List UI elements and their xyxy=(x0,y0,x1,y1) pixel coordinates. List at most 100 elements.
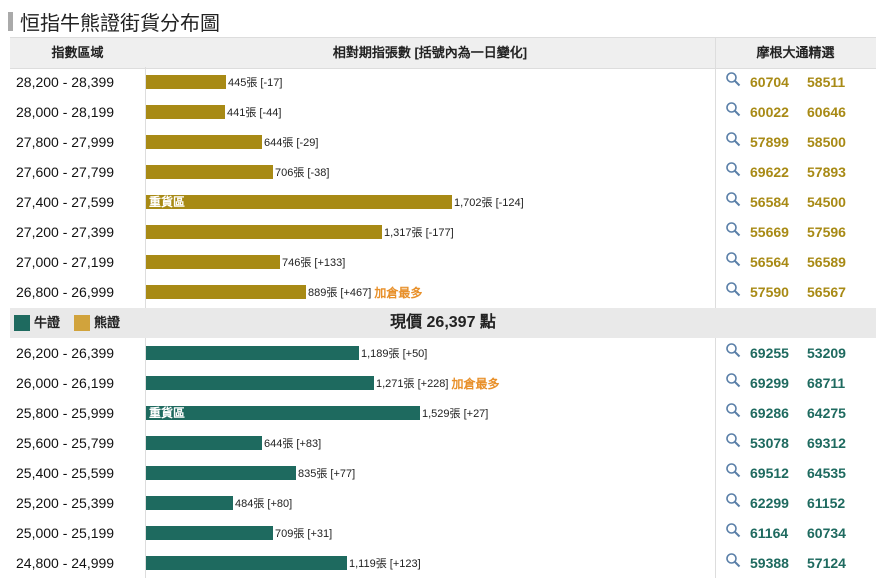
quantity-label: 1,189張 [+50] xyxy=(361,348,428,360)
range-label: 26,200 - 26,399 xyxy=(16,345,115,361)
warrant-code-link[interactable]: 61152 xyxy=(807,495,846,511)
bar-group: 1,189張 [+50] xyxy=(146,346,427,360)
range-label: 26,000 - 26,199 xyxy=(16,375,115,391)
search-icon[interactable] xyxy=(725,161,741,177)
range-label: 25,000 - 25,199 xyxy=(16,525,115,541)
search-icon[interactable] xyxy=(725,251,741,267)
warrant-code-link[interactable]: 69312 xyxy=(807,435,846,451)
bear_rows-quantity-bar xyxy=(146,165,273,179)
warrant-code-link[interactable]: 59388 xyxy=(750,555,789,571)
warrant-code-link[interactable]: 69286 xyxy=(750,405,789,421)
range-label: 25,600 - 25,799 xyxy=(16,435,115,451)
search-icon[interactable] xyxy=(725,492,741,508)
quantity-label: 1,317張 [-177] xyxy=(384,227,454,239)
range-label: 28,000 - 28,199 xyxy=(16,104,115,120)
warrant-code-link[interactable]: 54500 xyxy=(807,194,846,210)
search-icon[interactable] xyxy=(725,552,741,568)
warrant-code-link[interactable]: 60022 xyxy=(750,104,789,120)
title-accent-bar xyxy=(8,11,13,31)
bull_rows-row: 25,200 - 25,399 484張 [+80] 62299 61152 xyxy=(10,488,876,518)
title-text: 恒指牛熊證街貨分布圖 xyxy=(20,12,220,35)
warrant-code-link[interactable]: 56584 xyxy=(750,194,789,210)
quantity-label: 889張 [+467] xyxy=(308,287,372,299)
search-icon[interactable] xyxy=(725,71,741,87)
warrant-code-link[interactable]: 57590 xyxy=(750,284,789,300)
bear_rows-row: 26,800 - 26,999 889張 [+467] 加倉最多 57590 56567 xyxy=(10,277,876,307)
search-icon[interactable] xyxy=(725,372,741,388)
search-icon[interactable] xyxy=(725,462,741,478)
quantity-label: 706張 [-38] xyxy=(275,167,330,179)
header-picks: 摩根大通精選 xyxy=(756,45,835,60)
page-title: 恒指牛熊證街貨分布圖 xyxy=(8,7,220,35)
warrant-code-link[interactable]: 62299 xyxy=(750,495,789,511)
bear_rows-quantity-bar xyxy=(146,135,262,149)
heavy-zone-label: 重貨區 xyxy=(149,406,186,420)
warrant-code-link[interactable]: 64535 xyxy=(807,465,846,481)
bar-group: 1,271張 [+228] 加倉最多 xyxy=(146,376,500,391)
bar-group: 重貨區 1,702張 [-124] xyxy=(146,195,524,209)
bar-group: 709張 [+31] xyxy=(146,526,332,540)
warrant-code-link[interactable]: 69299 xyxy=(750,375,789,391)
warrant-code-link[interactable]: 57596 xyxy=(807,224,846,240)
warrant-code-link[interactable]: 55669 xyxy=(750,224,789,240)
bull_rows-quantity-bar: 重貨區 xyxy=(146,406,420,420)
bear_rows-row: 27,600 - 27,799 706張 [-38] 69622 57893 xyxy=(10,157,876,187)
bear-swatch xyxy=(74,315,90,331)
range-label: 27,800 - 27,999 xyxy=(16,134,115,150)
bar-group: 706張 [-38] xyxy=(146,165,329,179)
bear_rows-quantity-bar xyxy=(146,225,382,239)
warrant-code-link[interactable]: 61164 xyxy=(750,525,789,541)
current-price: 現價 26,397 點 xyxy=(390,314,496,331)
search-icon[interactable] xyxy=(725,101,741,117)
bull_rows-quantity-bar xyxy=(146,556,347,570)
bull_rows-row: 25,800 - 25,999 重貨區 1,529張 [+27] 69286 64275 xyxy=(10,398,876,428)
search-icon[interactable] xyxy=(725,191,741,207)
warrant-code-link[interactable]: 68711 xyxy=(807,375,846,391)
warrant-code-link[interactable]: 56564 xyxy=(750,254,789,270)
warrant-code-link[interactable]: 58511 xyxy=(807,74,846,90)
warrant-code-link[interactable]: 69512 xyxy=(750,465,789,481)
warrant-code-link[interactable]: 69255 xyxy=(750,345,789,361)
range-label: 26,800 - 26,999 xyxy=(16,284,115,300)
warrant-code-link[interactable]: 57899 xyxy=(750,134,789,150)
warrant-code-link[interactable]: 57893 xyxy=(807,164,846,180)
bear_rows-row: 27,800 - 27,999 644張 [-29] 57899 58500 xyxy=(10,127,876,157)
warrant-code-link[interactable]: 53078 xyxy=(750,435,789,451)
quantity-label: 1,271張 [+228] xyxy=(376,378,449,390)
most-added-label: 加倉最多 xyxy=(374,285,423,300)
search-icon[interactable] xyxy=(725,281,741,297)
quantity-label: 1,529張 [+27] xyxy=(422,408,489,420)
warrant-code-link[interactable]: 60734 xyxy=(807,525,846,541)
bar-group: 441張 [-44] xyxy=(146,105,281,119)
range-label: 27,600 - 27,799 xyxy=(16,164,115,180)
legend-bar: 牛證 熊證 現價 26,397 點 xyxy=(10,308,876,338)
warrant-code-link[interactable]: 69622 xyxy=(750,164,789,180)
bull-swatch xyxy=(14,315,30,331)
warrant-code-link[interactable]: 60704 xyxy=(750,74,789,90)
warrant-code-link[interactable]: 56567 xyxy=(807,284,846,300)
heavy-zone-label: 重貨區 xyxy=(149,195,186,209)
search-icon[interactable] xyxy=(725,522,741,538)
search-icon[interactable] xyxy=(725,131,741,147)
quantity-label: 441張 [-44] xyxy=(227,107,282,119)
warrant-code-link[interactable]: 53209 xyxy=(807,345,846,361)
search-icon[interactable] xyxy=(725,342,741,358)
quantity-label: 709張 [+31] xyxy=(275,528,333,540)
search-icon[interactable] xyxy=(725,221,741,237)
bull_rows-quantity-bar xyxy=(146,526,273,540)
range-label: 27,000 - 27,199 xyxy=(16,254,115,270)
warrant-code-link[interactable]: 56589 xyxy=(807,254,846,270)
column-divider xyxy=(715,37,716,578)
search-icon[interactable] xyxy=(725,402,741,418)
warrant-code-link[interactable]: 58500 xyxy=(807,134,846,150)
bear_rows-quantity-bar xyxy=(146,255,280,269)
warrant-code-link[interactable]: 57124 xyxy=(807,555,846,571)
bar-group: 889張 [+467] 加倉最多 xyxy=(146,285,423,300)
search-icon[interactable] xyxy=(725,432,741,448)
range-label: 24,800 - 24,999 xyxy=(16,555,115,571)
table-header: 指數區域 相對期指張數 [括號內為一日變化] 摩根大通精選 xyxy=(10,37,876,69)
bull_rows-row: 25,000 - 25,199 709張 [+31] 61164 60734 xyxy=(10,518,876,548)
warrant-code-link[interactable]: 60646 xyxy=(807,104,846,120)
warrant-code-link[interactable]: 64275 xyxy=(807,405,846,421)
bear_rows-row: 28,000 - 28,199 441張 [-44] 60022 60646 xyxy=(10,97,876,127)
